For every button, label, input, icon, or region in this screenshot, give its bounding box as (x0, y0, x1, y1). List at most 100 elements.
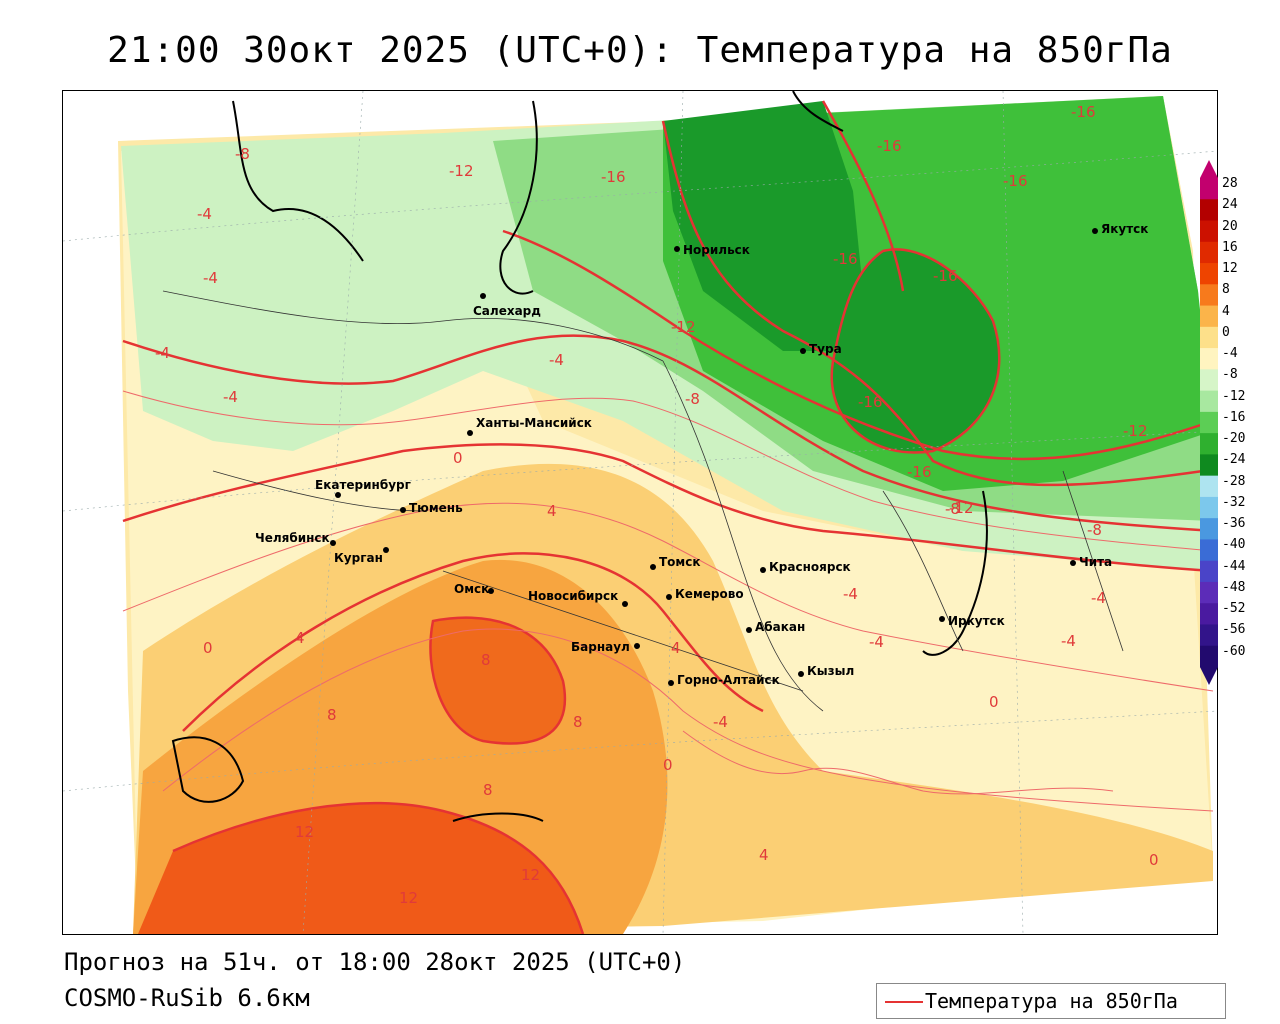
city-label-krasnoyarsk: Красноярск (769, 560, 851, 574)
colorbar-swatch (1200, 178, 1218, 200)
isoline-label: 4 (671, 639, 681, 657)
isoline-label: 0 (989, 693, 999, 711)
city-marker (634, 643, 640, 649)
colorbar-swatch (1200, 475, 1218, 498)
isoline-label: -16 (1003, 172, 1028, 190)
colorbar-tick-label: -8 (1222, 367, 1238, 383)
isoline-label: 4 (759, 846, 769, 864)
colorbar-tick-label: 12 (1222, 261, 1238, 277)
city-markers (330, 228, 1098, 686)
colorbar-swatch (1200, 518, 1218, 540)
map-title: 21:00 30окт 2025 (UTC+0): Температура на… (107, 30, 1173, 71)
colorbar-swatch (1200, 284, 1218, 307)
colorbar (1200, 160, 1218, 685)
colorbar-tick-label: -20 (1222, 431, 1246, 447)
city-marker (798, 671, 804, 677)
city-label-irkutsk: Иркутск (948, 614, 1005, 628)
colorbar-swatch (1200, 326, 1218, 349)
city-label-tomsk: Томск (659, 555, 701, 569)
colorbar-tick-label: -16 (1222, 409, 1246, 425)
isoline-label: -4 (1091, 589, 1106, 607)
colorbar-tick-label: -12 (1222, 388, 1246, 404)
isoline-label: -12 (1123, 422, 1148, 440)
isoline-label: -4 (1061, 632, 1076, 650)
city-marker (622, 601, 628, 607)
isoline-label: -16 (858, 393, 883, 411)
isoline-label: -4 (223, 388, 238, 406)
colorbar-tick-label: -40 (1222, 537, 1246, 553)
isoline-label: -4 (843, 585, 858, 603)
city-label-khanty-mansiysk: Ханты-Мансийск (476, 416, 592, 430)
city-label-omsk: Омск (454, 582, 489, 596)
isoline-label: 12 (295, 823, 314, 841)
colorbar-swatch (1200, 411, 1218, 434)
city-marker (800, 348, 806, 354)
isoline-label: -8 (1087, 521, 1102, 539)
isoline-label: -16 (933, 267, 958, 285)
isoline-label: 4 (295, 629, 305, 647)
colorbar-tick-label: -44 (1222, 558, 1246, 574)
city-marker (746, 627, 752, 633)
colorbar-swatch (1200, 369, 1218, 392)
colorbar-tick-label: 24 (1222, 197, 1238, 213)
colorbar-tick-label: 4 (1222, 303, 1230, 319)
isoline-label: -16 (1071, 103, 1096, 121)
colorbar-tick-label: -52 (1222, 601, 1246, 617)
city-label-yakutsk: Якутск (1101, 222, 1148, 236)
colorbar-swatch (1200, 199, 1218, 222)
isoline-label: -8 (235, 145, 250, 163)
isoline-label: -12 (949, 499, 974, 517)
temperature-map: Норильск Якутск Салехард Тура Ханты-Манс… (63, 91, 1217, 934)
colorbar-swatch (1200, 305, 1218, 328)
colorbar-swatch (1200, 454, 1218, 477)
colorbar-tick-label: -36 (1222, 516, 1246, 532)
city-marker (467, 430, 473, 436)
colorbar-swatch (1200, 220, 1218, 243)
colorbar-tick-label: -48 (1222, 579, 1246, 595)
isoline-label: -4 (713, 713, 728, 731)
city-marker (1092, 228, 1098, 234)
colorbar-tick-label: 20 (1222, 218, 1238, 234)
isoline-label: -4 (203, 269, 218, 287)
isoline-label: 0 (663, 756, 673, 774)
colorbar-swatch (1200, 624, 1218, 647)
isoline-label: 0 (453, 449, 463, 467)
colorbar-tick-label: -32 (1222, 494, 1246, 510)
city-label-kemerovo: Кемерово (675, 587, 744, 601)
city-labels: Норильск Якутск Салехард Тура Ханты-Манс… (255, 222, 1148, 687)
colorbar-swatch (1200, 241, 1218, 264)
city-label-ekaterinburg: Екатеринбург (315, 478, 411, 492)
city-marker (666, 594, 672, 600)
isoline-label: -4 (197, 205, 212, 223)
isoline-label: -8 (945, 500, 960, 518)
city-label-tura: Тура (809, 342, 842, 356)
city-marker (330, 540, 336, 546)
city-label-kyzyl: Кызыл (807, 664, 854, 678)
city-marker (1070, 560, 1076, 566)
isoline-label: -16 (833, 250, 858, 268)
isoline-label: 8 (481, 651, 491, 669)
colorbar-swatch (1200, 390, 1218, 413)
colorbar-swatch (1200, 433, 1218, 455)
city-marker (400, 507, 406, 513)
colorbar-swatch (1200, 560, 1218, 583)
city-label-tyumen: Тюмень (409, 501, 463, 515)
colorbar-top-arrow (1200, 160, 1218, 178)
city-marker (480, 293, 486, 299)
isoline-label: -4 (549, 351, 564, 369)
city-marker (650, 564, 656, 570)
city-label-salekhard: Салехард (473, 304, 541, 318)
model-info: COSMO-RuSib 6.6км (64, 984, 310, 1012)
isoline-label: 12 (521, 866, 540, 884)
colorbar-swatch (1200, 263, 1218, 285)
isoline-label: -16 (877, 137, 902, 155)
city-label-novosibirsk: Новосибирск (528, 589, 618, 603)
colorbar-swatch (1200, 581, 1218, 604)
city-marker (939, 616, 945, 622)
colorbar-tick-label: -28 (1222, 473, 1246, 489)
map-area[interactable]: Норильск Якутск Салехард Тура Ханты-Манс… (62, 90, 1218, 935)
city-label-barnaul: Барнаул (571, 640, 630, 654)
isoline-label: 0 (203, 639, 213, 657)
legend: Температура на 850гПа (876, 983, 1226, 1019)
isoline-label: -16 (601, 168, 626, 186)
